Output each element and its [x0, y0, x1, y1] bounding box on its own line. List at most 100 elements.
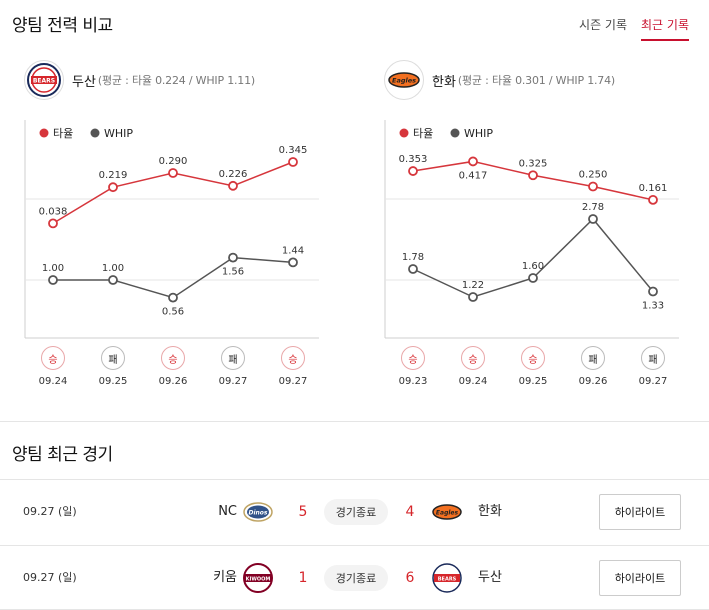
whip-point	[48, 275, 58, 285]
avg-point	[228, 180, 238, 191]
avg-data-label: 0.345	[279, 145, 308, 156]
whip-point	[228, 252, 238, 263]
whip-point	[168, 292, 178, 303]
whip-point	[408, 264, 418, 274]
avg-data-label: 0.226	[219, 169, 248, 180]
whip-data-label: 2.78	[582, 202, 604, 213]
row-divider	[0, 545, 709, 546]
avg-point	[108, 182, 118, 193]
legend-whip-marker	[90, 128, 100, 138]
tab-season-record[interactable]: 시즌 기록	[579, 18, 628, 32]
home-score: 1	[298, 570, 308, 586]
avg-point	[648, 194, 658, 205]
legend-avg-marker	[399, 128, 409, 138]
game-result: 패 09.25	[83, 346, 143, 387]
eagles-logo-text: Eagles	[436, 510, 459, 517]
row-divider	[0, 479, 709, 480]
recent-games-title: 양팀 최근 경기	[12, 445, 113, 465]
avg-data-label: 0.290	[159, 156, 188, 167]
avg-data-label: 0.417	[459, 170, 488, 181]
win-badge: 승	[281, 346, 305, 370]
away-score: 6	[405, 570, 415, 586]
game-status-badge: 경기종료	[324, 499, 388, 525]
away-team-name[interactable]: 한화	[478, 504, 502, 519]
left-team-name: 두산	[72, 74, 96, 90]
legend-whip-label: WHIP	[104, 127, 133, 140]
whip-point	[468, 292, 478, 302]
win-badge: 승	[461, 346, 485, 370]
eagles-logo: Eagles	[384, 60, 424, 100]
win-badge: 승	[41, 346, 65, 370]
left-team-stat: (평균 : 타율 0.224 / WHIP 1.11)	[97, 74, 255, 87]
left-team-results: 승 09.24 패 09.25 승 09.26 패 09.27 승 09.27	[23, 346, 323, 387]
game-result: 승 09.26	[143, 346, 203, 387]
tab-recent-record[interactable]: 최근 기록	[641, 16, 689, 41]
game-date-label: 09.25	[98, 376, 128, 387]
home-score: 5	[298, 504, 308, 520]
dinos-logo-text: Dinos	[248, 510, 267, 517]
bears-logo: BEARS	[432, 563, 462, 593]
right-team-stat: (평균 : 타율 0.301 / WHIP 1.74)	[457, 74, 615, 87]
whip-point	[528, 273, 538, 283]
game-result: 패 09.27	[203, 346, 263, 387]
whip-data-label: 1.56	[222, 267, 244, 278]
game-result: 패 09.26	[563, 346, 623, 387]
home-team-name[interactable]: 키움	[213, 570, 237, 585]
win-badge: 승	[161, 346, 185, 370]
whip-data-label: 1.00	[42, 263, 64, 274]
away-team-name[interactable]: 두산	[478, 570, 502, 585]
highlight-button[interactable]: 하이라이트	[599, 560, 681, 596]
game-date-label: 09.25	[518, 376, 548, 387]
game-date-label: 09.27	[278, 376, 308, 387]
right-team-results: 승 09.23 승 09.24 승 09.25 패 09.26 패 09.27	[383, 346, 683, 387]
avg-point	[408, 166, 418, 176]
avg-data-label: 0.250	[579, 170, 608, 181]
game-date-label: 09.24	[458, 376, 488, 387]
right-team-name: 한화	[432, 74, 456, 90]
left-team-chart: 타율 WHIP 1.00 1.00 0.56 1.56 1.44 0.038 0.219 0.29…	[24, 120, 319, 339]
loss-badge: 패	[641, 346, 665, 370]
avg-data-label: 0.038	[39, 206, 68, 217]
game-result: 승 09.24	[23, 346, 83, 387]
right-team-chart: 타율 WHIP 1.78 1.22 1.60 2.78 1.33 0.353 0.417 0.32…	[384, 120, 679, 339]
eagles-logo: Eagles	[432, 497, 462, 527]
game-result: 승 09.23	[383, 346, 443, 387]
whip-data-label: 1.33	[642, 301, 664, 312]
loss-badge: 패	[581, 346, 605, 370]
avg-point	[48, 218, 58, 229]
win-badge: 승	[521, 346, 545, 370]
dinos-logo: Dinos	[243, 497, 273, 527]
record-tabs: 시즌 기록 최근 기록	[579, 16, 689, 41]
home-team-name[interactable]: NC	[218, 504, 237, 519]
game-date: 09.27 (일)	[23, 571, 77, 584]
avg-point	[288, 157, 298, 167]
bears-logo: BEARS	[24, 60, 64, 100]
chart-legend: 타율 WHIP	[39, 127, 133, 140]
kiwoom-logo-text: KIWOOM	[246, 576, 271, 582]
loss-badge: 패	[221, 346, 245, 370]
avg-data-label: 0.325	[519, 158, 548, 169]
legend-avg-label: 타율	[413, 127, 433, 140]
avg-data-label: 0.353	[399, 154, 428, 165]
game-result: 승 09.27	[263, 346, 323, 387]
whip-data-label: 1.22	[462, 280, 484, 291]
whip-point	[648, 286, 658, 297]
whip-data-label: 0.56	[162, 307, 184, 318]
game-result: 승 09.24	[443, 346, 503, 387]
highlight-button[interactable]: 하이라이트	[599, 494, 681, 530]
loss-badge: 패	[101, 346, 125, 370]
game-date-label: 09.26	[578, 376, 608, 387]
game-date-label: 09.26	[158, 376, 188, 387]
avg-data-label: 0.161	[639, 183, 668, 194]
whip-point	[588, 214, 598, 224]
avg-data-label: 0.219	[99, 170, 128, 181]
avg-point	[528, 170, 538, 181]
section-divider	[0, 421, 709, 422]
whip-data-label: 1.60	[522, 261, 544, 272]
whip-line	[53, 256, 294, 299]
avg-point	[468, 156, 478, 167]
avg-point	[588, 181, 598, 192]
win-badge: 승	[401, 346, 425, 370]
whip-data-label: 1.78	[402, 252, 424, 263]
whip-point	[288, 257, 298, 268]
